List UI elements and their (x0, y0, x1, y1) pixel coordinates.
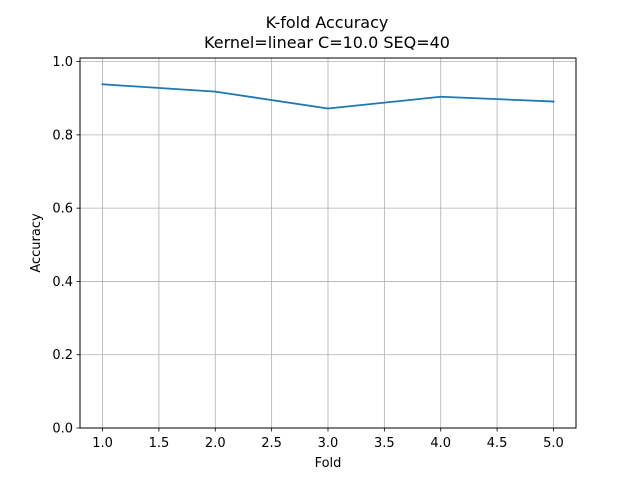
y-tick-label: 0.0 (52, 422, 73, 437)
x-tick-label: 2.5 (261, 436, 282, 451)
x-tick-label: 3.0 (318, 436, 339, 451)
data-point (101, 83, 104, 86)
x-tick-label: 1.0 (92, 436, 113, 451)
data-point (327, 107, 329, 110)
y-tick-label: 1.0 (52, 55, 73, 70)
data-point (439, 95, 442, 98)
chart-title: K-fold Accuracy (266, 13, 389, 32)
data-point (552, 100, 555, 103)
x-tick-label: 5.0 (543, 436, 564, 451)
x-tick-label: 3.5 (374, 436, 395, 451)
x-tick-label: 4.0 (430, 436, 451, 451)
tick-layer: 1.0 1.5 2.0 2.5 3.0 3.5 4.0 4.5 5.0 0.0 0.2 0.4 0.6 0… (52, 55, 563, 451)
y-tick-label: 0.4 (52, 275, 73, 290)
x-tick-label: 2.0 (205, 436, 226, 451)
data-point (214, 90, 217, 93)
x-axis-label: Fold (315, 456, 342, 471)
y-tick-label: 0.6 (52, 202, 73, 217)
y-tick-label: 0.8 (52, 128, 73, 143)
y-axis-label: Accuracy (29, 213, 44, 273)
y-tick-label: 0.2 (52, 348, 73, 363)
x-tick-label: 4.5 (487, 436, 508, 451)
x-tick-label: 1.5 (149, 436, 170, 451)
grid-lines (80, 58, 576, 429)
chart-subtitle: Kernel=linear C=10.0 SEQ=40 (204, 33, 450, 52)
series-layer (101, 83, 555, 110)
